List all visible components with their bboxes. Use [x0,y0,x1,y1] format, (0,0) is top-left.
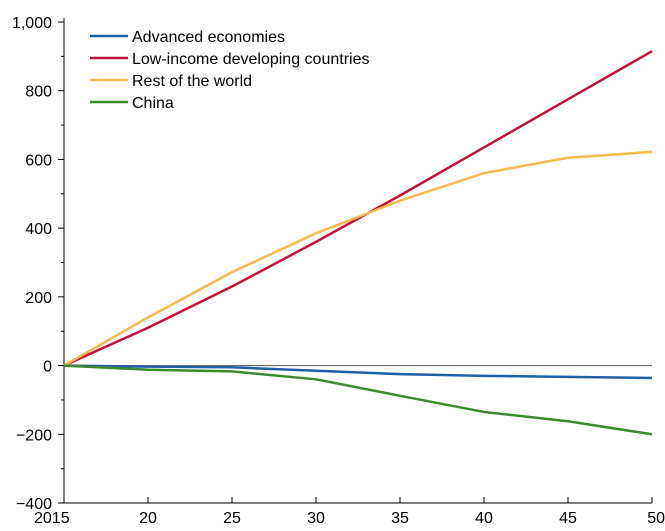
series-line-china [63,364,653,436]
legend: Advanced economies Low-income developing … [90,29,369,112]
y-axis: −400 −200 0 200 400 600 800 1,000 [12,15,65,513]
y-tick-label: 400 [25,221,52,238]
y-tick-label: 200 [25,290,52,307]
x-axis: 2015 20 25 30 35 40 45 50 [34,497,665,527]
series-line-low-income-developing-countries [63,50,653,367]
legend-label: China [132,95,174,112]
x-tick-label: 50 [647,510,665,527]
legend-label: Advanced economies [132,29,285,46]
x-tick-label: 2015 [34,510,70,527]
series-line-rest-of-the-world [63,150,653,367]
x-tick-label: 40 [475,510,493,527]
y-tick-label: 600 [25,152,52,169]
y-tick-label: −200 [16,427,52,444]
y-tick-label: 0 [43,359,52,376]
y-tick-label: 1,000 [12,15,52,32]
x-tick-label: 25 [223,510,241,527]
y-tick-label: 800 [25,84,52,101]
series-layer [63,50,653,436]
series-line-advanced-economies [63,364,653,380]
x-tick-label: 20 [139,510,157,527]
x-tick-label: 35 [391,510,409,527]
x-tick-label: 45 [559,510,577,527]
y-tick-label: −400 [16,496,52,513]
x-tick-label: 30 [307,510,325,527]
legend-label: Low-income developing countries [132,51,369,68]
legend-label: Rest of the world [132,73,252,90]
